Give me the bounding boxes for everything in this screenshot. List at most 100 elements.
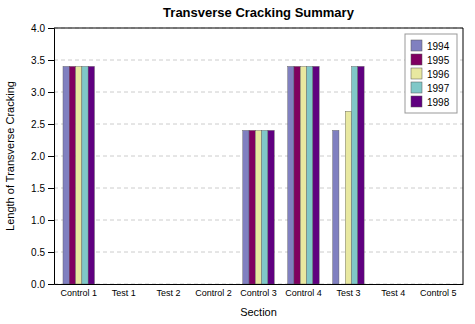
bar [249,130,255,284]
y-tick-label: 3.5 [31,55,45,66]
x-axis: Control 1 Test 1 Test 2 Control 2 Control 3 C… [55,284,464,298]
x-tick-label: Test 4 [381,288,405,298]
legend-box [405,34,457,113]
bar [153,284,159,285]
y-tick-label: 4.0 [31,23,45,34]
x-axis-line [55,284,464,285]
title: Transverse Cracking Summary [163,5,355,20]
bar [294,66,300,284]
legend-label: 1994 [427,41,450,52]
bar-series [82,66,358,284]
y-tick: 3.0 [31,87,54,98]
x-tick: Test 3 [336,284,360,298]
bar [268,130,274,284]
bar [82,66,88,284]
bar [435,284,441,285]
y-tick-label: 2.5 [31,119,45,130]
y-tick-mark [48,220,54,221]
x-tick-label: Control 2 [195,288,232,298]
x-tick: Control 2 [195,284,232,298]
y-tick-label: 0.0 [31,279,45,290]
legend: 19941995199619971998 [405,34,457,113]
x-tick: Control 4 [285,284,322,298]
y-tick: 1.5 [31,183,54,194]
bar-series [63,66,339,284]
bar [165,284,171,285]
bar [352,66,358,284]
legend-item: 1997 [411,82,450,94]
bar [378,284,384,285]
y-tick-mark [48,252,54,253]
x-tick: Control 1 [60,284,97,298]
bar [300,66,306,284]
bar [288,66,294,284]
y-tick-label: 3.0 [31,87,45,98]
y-tick-label: 0.5 [31,247,45,258]
bar [403,284,409,285]
bar [423,284,429,285]
bar [339,284,345,285]
legend-swatch [411,82,422,93]
bar [217,284,223,285]
y-tick: 0.5 [31,247,54,258]
grid-line [54,124,463,125]
grid-line [54,28,463,29]
legend-label: 1997 [427,83,450,94]
bar [88,66,94,284]
legend-swatch [411,54,422,65]
y-tick-mark [48,156,54,157]
grid-line [54,92,463,93]
bar [384,284,390,285]
bar [108,284,114,285]
bar [172,284,178,285]
legend-item: 1998 [411,96,450,108]
y-tick: 3.5 [31,55,54,66]
x-tick-label: Test 2 [157,288,181,298]
bar-series [88,66,364,284]
frame [463,28,464,284]
bar [63,66,69,284]
bars [63,66,364,284]
bar [441,284,447,285]
bar [307,66,313,284]
y-tick-mark [48,284,54,285]
bar [159,284,165,285]
legend-label: 1998 [427,97,450,108]
bar [448,284,454,285]
legend-item: 1994 [411,40,450,52]
y-tick-mark [48,28,54,29]
y-tick: 2.0 [31,151,54,162]
legend-swatch [411,68,422,79]
bar-series [69,66,300,284]
x-tick-label: Test 3 [336,288,360,298]
y-tick: 0.0 [31,279,54,290]
x-tick-label: Test 1 [112,288,136,298]
y-axis-line [48,29,55,285]
bar [204,284,210,285]
legend-swatch [411,40,422,51]
y-tick-mark [48,188,54,189]
y-tick-label: 2.0 [31,151,45,162]
bar [243,130,249,284]
y-tick-label: 1.0 [31,215,45,226]
x-tick-label: Control 3 [240,288,277,298]
bar [178,284,184,285]
y-tick-label: 1.5 [31,183,45,194]
bar [198,284,204,285]
y-axis: 0.0 0.5 1.0 1.5 2.0 2.5 3.0 3.5 4.0 [31,23,54,290]
legend-label: 1996 [427,69,450,80]
y-tick: 2.5 [31,119,54,130]
bar [76,66,82,284]
bar [396,284,402,285]
bar [390,284,396,285]
x-tick: Control 3 [240,284,277,298]
x-tick-label: Control 4 [285,288,322,298]
bar [210,284,216,285]
bar [255,130,261,284]
x-tick: Test 4 [381,284,405,298]
x-tick-label: Control 5 [420,288,457,298]
bar [358,66,364,284]
bar [345,111,351,284]
bar [223,284,229,285]
grid-line [54,60,463,61]
